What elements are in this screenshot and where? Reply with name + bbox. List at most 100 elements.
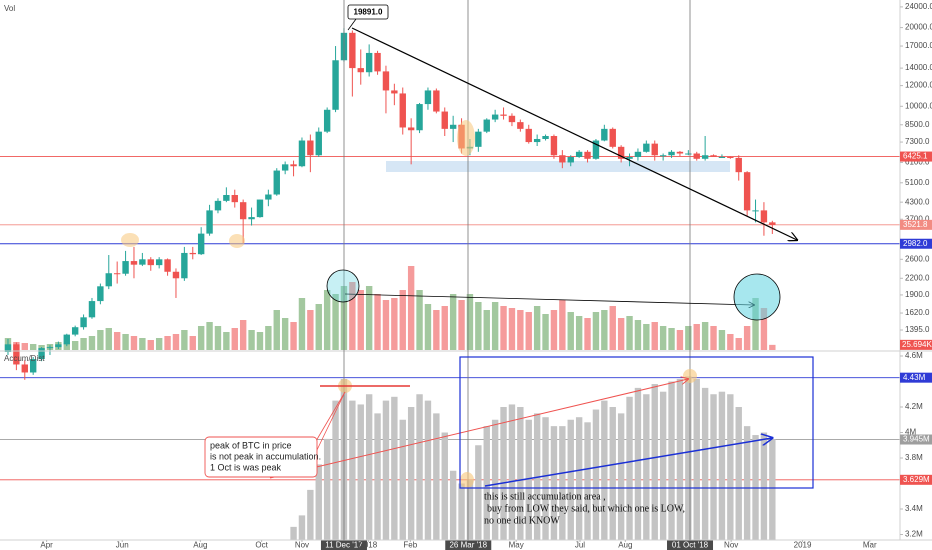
candle-body — [483, 119, 490, 132]
accum-bar — [416, 394, 423, 540]
volume-bar — [273, 310, 280, 350]
note-text: 1 Oct is was peak — [210, 462, 282, 472]
accum-bar — [685, 376, 692, 540]
note-text: this is still accumulation area , — [484, 491, 606, 502]
candle-body — [584, 151, 591, 159]
volume-bar — [332, 294, 339, 350]
volume-bar — [458, 300, 465, 350]
candle-body — [172, 271, 180, 279]
candle-body — [701, 155, 709, 159]
candle-body — [248, 217, 255, 220]
volume-bar — [155, 338, 163, 350]
level-label: 3.945M — [903, 435, 930, 444]
x-tick-label: 11 Dec '17 — [325, 541, 363, 550]
volume-bar — [189, 336, 196, 350]
accum-bar — [517, 407, 524, 540]
candle-body — [122, 261, 129, 274]
volume-bar — [130, 336, 138, 350]
y-tick-label: 3.4M — [905, 504, 923, 513]
volume-label: 25.694K — [902, 340, 932, 349]
volume-bar — [29, 344, 37, 350]
candle-body — [441, 111, 448, 129]
accum-bar — [659, 391, 667, 540]
accum-bar — [332, 400, 339, 540]
accum-bar — [307, 489, 314, 540]
volume-bar — [491, 302, 499, 350]
highlight-dot — [229, 234, 245, 248]
accum-bar — [668, 381, 675, 540]
candle-body — [332, 60, 339, 110]
volume-bar — [197, 326, 205, 350]
accum-bar — [365, 394, 373, 540]
x-tick-label: Feb — [403, 541, 417, 550]
accum-bar — [374, 413, 381, 540]
candle-body — [130, 261, 138, 265]
volume-bar — [113, 332, 121, 350]
volume-bar — [584, 318, 591, 350]
volume-bar — [701, 322, 709, 350]
accum-bar — [643, 394, 650, 540]
x-tick-label: Nov — [724, 541, 738, 550]
candle-body — [374, 52, 381, 72]
level-tag — [900, 372, 932, 383]
note-text: is not peak in accumulation. — [210, 451, 321, 461]
volume-bar — [172, 334, 180, 350]
y-tick-label: 10000.0 — [905, 101, 932, 110]
volume-bar — [391, 298, 398, 350]
y-tick-label: 2200.0 — [905, 273, 930, 282]
x-tick-highlight — [667, 540, 714, 550]
level-label: 4.43M — [903, 373, 926, 382]
volume-bar — [407, 266, 415, 350]
volume-bar — [483, 310, 490, 350]
accum-bar — [743, 426, 751, 540]
volume-bar — [416, 290, 423, 350]
candle-body — [449, 124, 457, 129]
volume-bar — [105, 328, 112, 350]
level-tag — [900, 434, 932, 445]
note-pointer — [315, 391, 346, 453]
volume-bar — [735, 338, 742, 350]
candle-body — [290, 164, 297, 167]
candle-body — [424, 90, 432, 105]
accum-bar — [718, 391, 726, 540]
volume-bar — [525, 312, 532, 350]
y-tick-label: 1900.0 — [905, 290, 930, 299]
candle-body — [752, 210, 759, 212]
y-tick-label: 20000.0 — [905, 23, 932, 32]
accum-bar — [701, 387, 709, 540]
candle-body — [559, 155, 566, 163]
highlight-dot — [683, 369, 697, 383]
accum-bar — [651, 384, 658, 540]
y-tick-label: 4M — [905, 428, 916, 437]
y-tick-label: 6100.0 — [905, 158, 930, 167]
level-tag — [900, 474, 932, 485]
candle-body — [155, 259, 163, 266]
candle-body — [55, 344, 62, 348]
accum-bar — [735, 407, 742, 540]
level-tag — [900, 219, 932, 230]
candle-body — [399, 93, 406, 128]
highlight-dot — [457, 120, 475, 156]
accum-bar — [466, 479, 474, 540]
accum-bar — [634, 387, 642, 540]
y-tick-label: 7300.0 — [905, 137, 930, 146]
x-tick-label: Nov — [295, 541, 309, 550]
volume-bar — [365, 286, 373, 350]
x-tick-label: Aug — [193, 541, 207, 550]
peak-label: 19891.0 — [354, 8, 383, 17]
candle-body — [38, 348, 45, 360]
x-tick-label: Mar — [863, 541, 877, 550]
accum-bar — [727, 394, 734, 540]
volume-bar — [265, 326, 272, 350]
candle-body — [710, 155, 717, 158]
volume-bar — [609, 306, 616, 350]
volume-bar — [71, 341, 79, 350]
volume-bar — [643, 324, 650, 350]
volume-bar — [550, 310, 558, 350]
y-tick-label: 1620.0 — [905, 308, 930, 317]
x-tick-label: Jun — [116, 541, 129, 550]
candle-body — [651, 143, 658, 156]
volume-bar — [441, 306, 448, 350]
volume-bar — [433, 310, 440, 350]
volume-bar — [693, 324, 700, 350]
